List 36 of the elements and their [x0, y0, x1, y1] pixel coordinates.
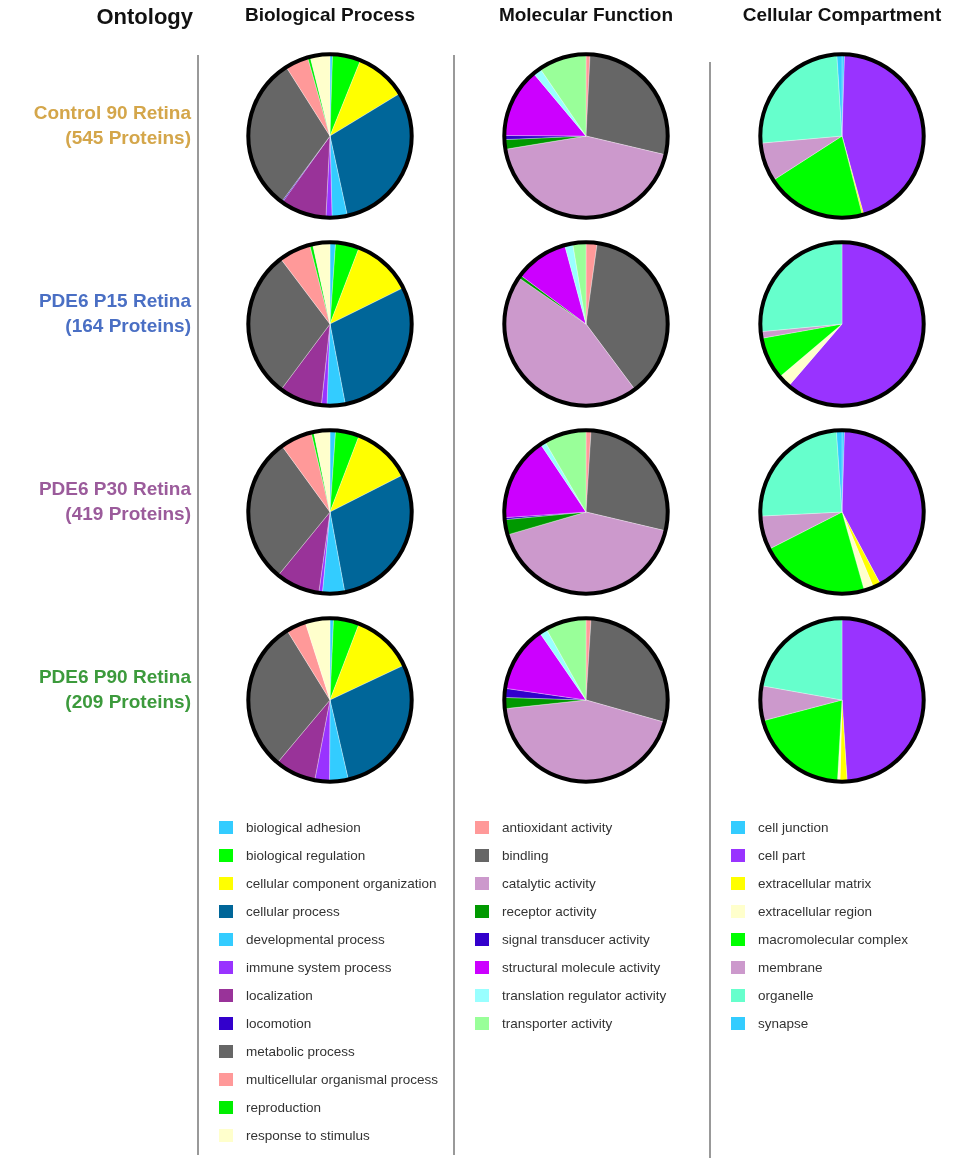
legend-label: cell junction — [758, 820, 829, 835]
legend-label: immune system process — [246, 960, 392, 975]
legend-label: extracellular region — [758, 904, 873, 919]
chart-title: Cellular Compartment — [741, 4, 943, 26]
slice-label: PDE6 P15 Retina (164 Proteins) — [37, 289, 191, 338]
legend-label: synapse — [758, 1016, 809, 1031]
legend-label: cellular process — [246, 904, 340, 919]
legend-label: receptor activity — [502, 904, 597, 919]
legend-label: biological regulation — [246, 848, 366, 863]
legend-label: transporter activity — [502, 1016, 613, 1031]
slice-label: PDE6 P90 Retina (209 Proteins) — [37, 665, 191, 714]
legend-label: membrane — [758, 960, 823, 975]
legend-label: locomotion — [246, 1016, 312, 1031]
legend-label: extracellular matrix — [758, 876, 872, 891]
legend-label: metabolic process — [246, 1044, 355, 1059]
legend-label: structural molecule activity — [502, 960, 661, 975]
legend-label: reproduction — [246, 1100, 322, 1115]
legend-label: response to stimulus — [246, 1128, 370, 1143]
slice-label: PDE6 P30 Retina (419 Proteins) — [37, 477, 191, 526]
legend-label: signal transducer activity — [502, 932, 650, 947]
chart-title: Biological Process — [244, 4, 416, 26]
legend-label: organelle — [758, 988, 814, 1003]
legend-label: biological adhesion — [246, 820, 361, 835]
legend-label: multicellular organismal process — [246, 1072, 439, 1087]
legend-label: cell part — [758, 848, 806, 863]
text: Ontology — [95, 4, 193, 30]
legend-label: localization — [246, 988, 313, 1003]
legend-label: antioxidant activity — [502, 820, 613, 835]
slice-label: Control 90 Retina (545 Proteins) — [32, 101, 191, 150]
legend-label: translation regulator activity — [502, 988, 667, 1003]
legend-label: cellular component organization — [246, 876, 437, 891]
legend-label: catalytic activity — [502, 876, 596, 891]
legend-label: macromolecular complex — [758, 932, 909, 947]
legend-label: developmental process — [246, 932, 385, 947]
legend-label: bindling — [502, 848, 549, 863]
chart-title: Molecular Function — [497, 4, 675, 26]
